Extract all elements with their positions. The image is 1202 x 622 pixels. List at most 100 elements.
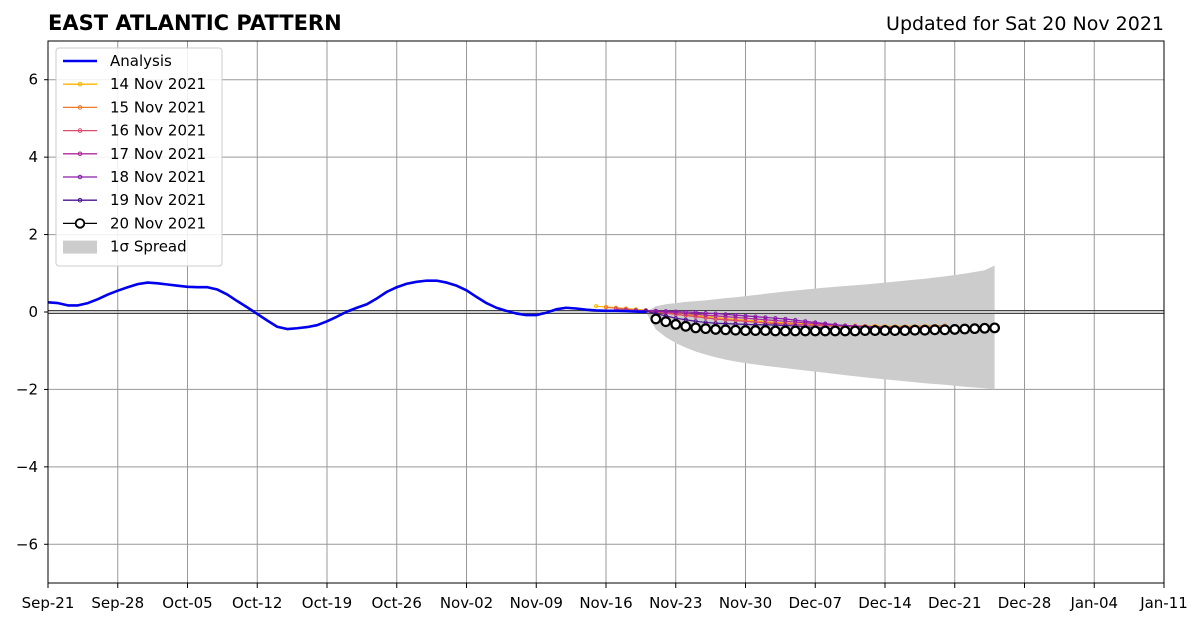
forecast-point [799, 325, 811, 337]
forecast-point [743, 316, 748, 321]
forecast-point [733, 315, 738, 320]
forecast-point [753, 316, 758, 322]
y-tick-label: 4 [28, 148, 38, 166]
legend-label: 1σ Spread [110, 238, 187, 256]
legend-label: 15 Nov 2021 [110, 98, 206, 116]
y-tick-label: −2 [16, 380, 38, 398]
forecast-point [603, 305, 609, 310]
legend-entry: 18 Nov 2021 [63, 168, 206, 186]
chart-subtitle: Updated for Sat 20 Nov 2021 [886, 13, 1164, 35]
forecast-point [683, 309, 688, 315]
legend-label: 14 Nov 2021 [110, 75, 206, 93]
forecast-point [670, 318, 682, 330]
forecast-point [693, 314, 698, 319]
forecast-point [803, 319, 808, 324]
forecast-point [819, 325, 831, 337]
x-tick-label: Jan-04 [1069, 594, 1118, 612]
x-tick-label: Sep-28 [91, 594, 144, 612]
y-axis: −6 −4 −2 0 2 4 6 [16, 71, 48, 553]
x-tick-label: Sep-21 [22, 594, 75, 612]
forecast-point [690, 322, 702, 334]
forecast-point [693, 310, 698, 315]
forecast-point [949, 324, 961, 335]
legend: Analysis 14 Nov 2021 15 Nov 2021 16 Nov 202… [55, 47, 223, 267]
forecast-point [979, 322, 991, 334]
forecast-point [663, 309, 668, 314]
legend-marker [77, 105, 83, 110]
legend-entry: Analysis [63, 52, 172, 70]
y-tick-label: 2 [28, 226, 38, 244]
legend-label: Analysis [110, 52, 172, 70]
legend-marker [77, 197, 83, 203]
x-tick-label: Nov-30 [719, 594, 772, 612]
forecast-point [673, 309, 678, 314]
forecast-point [750, 325, 761, 336]
forecast-point [889, 325, 901, 336]
forecast-point [783, 319, 788, 324]
forecast-point [849, 325, 861, 337]
x-tick-label: Oct-26 [372, 594, 422, 612]
forecast-point [743, 313, 748, 318]
forecast-point [769, 325, 781, 337]
legend-marker [77, 151, 83, 157]
forecast-point [723, 312, 728, 317]
legend-label: 18 Nov 2021 [110, 168, 206, 186]
forecast-point [909, 324, 921, 336]
x-tick-label: Nov-16 [579, 594, 632, 612]
legend-marker [74, 218, 86, 229]
x-tick-label: Jan-11 [1139, 594, 1188, 612]
legend-label: 19 Nov 2021 [110, 191, 206, 209]
forecast-point [959, 323, 971, 335]
legend-marker [77, 128, 83, 133]
forecast-point [919, 324, 931, 336]
forecast-point [763, 315, 768, 320]
forecast-point [713, 313, 718, 318]
legend-label: 20 Nov 2021 [110, 214, 206, 232]
legend-entry: 17 Nov 2021 [63, 145, 206, 163]
forecast-point [839, 325, 851, 337]
forecast-point [879, 325, 891, 336]
analysis-line [47, 279, 646, 331]
forecast-point [783, 316, 788, 322]
forecast-point [773, 316, 778, 321]
legend-entry: 20 Nov 2021 [63, 214, 206, 232]
forecast-point [753, 314, 758, 319]
forecast-point [733, 312, 738, 318]
legend-entry: 14 Nov 2021 [63, 75, 206, 93]
forecast-point [869, 325, 881, 336]
legend-label: 17 Nov 2021 [110, 145, 206, 163]
y-tick-label: 0 [28, 303, 38, 321]
y-tick-label: −4 [16, 458, 38, 476]
x-axis: Sep-21 Sep-28 Oct-05 Oct-12 Oct-19 Oct-26 Nov-… [22, 583, 1188, 612]
forecast-point [823, 321, 828, 326]
x-tick-label: Nov-02 [440, 594, 493, 612]
forecast-point [789, 325, 801, 337]
forecast-point [710, 324, 722, 335]
x-tick-label: Dec-28 [998, 594, 1052, 612]
forecast-point [740, 325, 751, 336]
forecast-point [859, 325, 871, 336]
legend-label: 16 Nov 2021 [110, 122, 206, 140]
x-tick-label: Nov-09 [510, 594, 563, 612]
y-tick-label: −6 [16, 535, 38, 553]
forecast-point [593, 304, 599, 309]
legend-marker [77, 81, 83, 87]
forecast-point [700, 323, 712, 335]
x-tick-label: Oct-19 [302, 594, 352, 612]
forecast-point [929, 324, 941, 336]
legend-entry: 16 Nov 2021 [63, 122, 206, 140]
legend-box [55, 47, 223, 267]
x-tick-label: Dec-21 [928, 594, 982, 612]
forecast-point [773, 318, 778, 323]
x-tick-label: Dec-07 [788, 594, 842, 612]
forecast-point [660, 316, 672, 328]
legend-entry: 15 Nov 2021 [63, 98, 206, 116]
forecast-point [680, 320, 692, 332]
x-tick-label: Nov-23 [649, 594, 702, 612]
x-tick-label: Oct-05 [162, 594, 212, 612]
forecast-point [939, 324, 951, 336]
forecast-point [713, 311, 718, 316]
forecast-point [813, 320, 818, 325]
